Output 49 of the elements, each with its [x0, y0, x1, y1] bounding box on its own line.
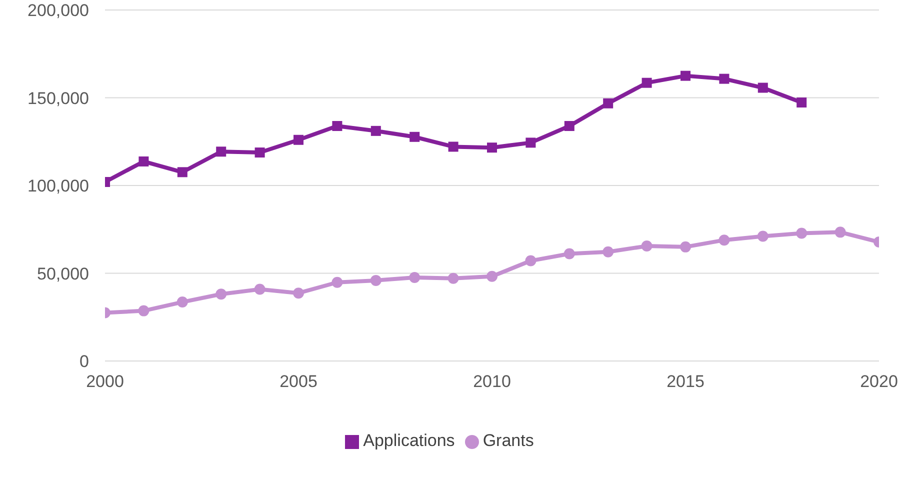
point: [293, 288, 304, 299]
y-tick-label: 100,000: [28, 176, 89, 196]
point: [564, 248, 575, 260]
point: [448, 272, 459, 284]
point: [525, 255, 536, 266]
y-tick-label: 50,000: [37, 264, 89, 284]
point: [332, 276, 343, 288]
x-tick-label: 2020: [860, 372, 898, 392]
point: [254, 284, 266, 295]
point: [409, 272, 420, 283]
point: [177, 167, 188, 178]
point: [602, 246, 614, 258]
y-tick-label: 150,000: [28, 88, 89, 108]
y-tick-label: 200,000: [28, 1, 89, 20]
point: [757, 230, 768, 242]
point: [603, 98, 614, 108]
point: [254, 148, 265, 158]
point: [642, 78, 652, 88]
point: [796, 228, 808, 239]
point: [796, 97, 807, 108]
point: [680, 241, 691, 252]
point: [176, 296, 188, 308]
point: [138, 156, 149, 166]
point: [564, 121, 574, 132]
x-tick-label: 2010: [473, 372, 511, 392]
x-tick-label: 2000: [86, 372, 124, 392]
point: [526, 138, 536, 148]
legend-label: Grants: [482, 431, 534, 450]
point: [370, 274, 382, 286]
legend-label: Applications: [363, 431, 455, 450]
point: [410, 132, 420, 142]
point: [216, 146, 226, 157]
point: [370, 126, 381, 136]
point: [641, 240, 652, 252]
point: [487, 142, 497, 153]
point: [486, 270, 498, 282]
point: [216, 288, 227, 300]
point: [294, 134, 304, 145]
point: [719, 74, 730, 84]
point: [834, 226, 846, 238]
point: [138, 305, 150, 316]
point: [448, 142, 458, 152]
point: [758, 82, 768, 93]
point: [718, 234, 730, 246]
x-tick-label: 2015: [666, 372, 704, 392]
point: [332, 121, 342, 132]
y-tick-label: 0: [80, 352, 89, 372]
point: [680, 70, 690, 81]
x-tick-label: 2005: [280, 372, 318, 392]
